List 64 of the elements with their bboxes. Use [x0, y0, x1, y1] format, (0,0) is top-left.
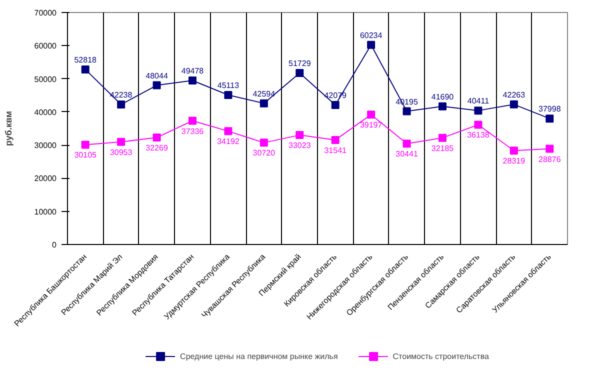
- y-tick-label: 40000: [34, 108, 58, 117]
- point: [474, 106, 482, 115]
- point: [331, 101, 340, 110]
- data-label: 49478: [181, 66, 204, 76]
- data-label: 37998: [538, 104, 562, 114]
- point: [296, 131, 304, 140]
- data-label: 52818: [74, 55, 98, 64]
- point: [402, 107, 411, 116]
- point: [296, 69, 304, 78]
- data-label: 36138: [467, 130, 490, 140]
- point: [224, 127, 232, 136]
- point: [510, 100, 518, 108]
- point: [152, 81, 161, 90]
- data-label: 28319: [502, 156, 526, 166]
- point: [81, 65, 90, 74]
- data-label: 51729: [288, 59, 312, 68]
- point: [438, 102, 446, 110]
- point: [510, 146, 518, 155]
- y-tick-label: 0: [52, 240, 58, 250]
- point: [188, 76, 196, 85]
- data-label: 30953: [110, 148, 133, 157]
- point: [367, 40, 376, 49]
- point: [474, 120, 482, 129]
- point: [117, 138, 126, 146]
- point: [152, 134, 161, 142]
- data-label: 45113: [217, 80, 240, 90]
- data-label: 32185: [431, 144, 454, 153]
- data-label: 30105: [74, 150, 98, 160]
- point: [224, 90, 232, 99]
- y-tick-label: 50000: [34, 74, 58, 84]
- y-tick-label: 70000: [34, 8, 58, 18]
- data-label: 33023: [288, 141, 312, 150]
- y-tick-label: 60000: [34, 42, 58, 51]
- data-label: 28876: [538, 154, 562, 164]
- legend-label: Средние цены на первичном рынке жилья: [180, 352, 338, 360]
- point: [367, 110, 376, 119]
- data-label: 48044: [146, 71, 168, 80]
- data-label: 40411: [467, 96, 490, 106]
- point: [546, 114, 554, 123]
- data-label: 39197: [360, 120, 383, 130]
- data-label: 30441: [396, 150, 418, 159]
- data-label: 60234: [360, 30, 383, 40]
- data-label: 30720: [252, 148, 276, 158]
- data-label: 31541: [324, 146, 348, 155]
- point: [402, 140, 411, 148]
- data-label: 41690: [431, 92, 454, 102]
- data-label: 32269: [146, 144, 168, 153]
- y-tick-label: 10000: [34, 207, 58, 216]
- data-label: 37336: [181, 126, 204, 136]
- legend-label: Стоимость строительства: [392, 352, 489, 360]
- data-label: 34192: [217, 137, 240, 146]
- data-label: 42594: [252, 89, 276, 98]
- point: [260, 99, 268, 108]
- point: [81, 140, 90, 149]
- y-tick-label: 30000: [34, 141, 58, 150]
- point: [546, 144, 554, 153]
- point: [117, 100, 126, 109]
- point: [260, 138, 268, 147]
- y-axis-title: руб.квм: [3, 110, 14, 146]
- data-label: 42263: [502, 90, 526, 100]
- point: [438, 134, 446, 142]
- y-tick-label: 20000: [34, 174, 58, 184]
- point: [331, 136, 340, 144]
- point: [188, 116, 196, 125]
